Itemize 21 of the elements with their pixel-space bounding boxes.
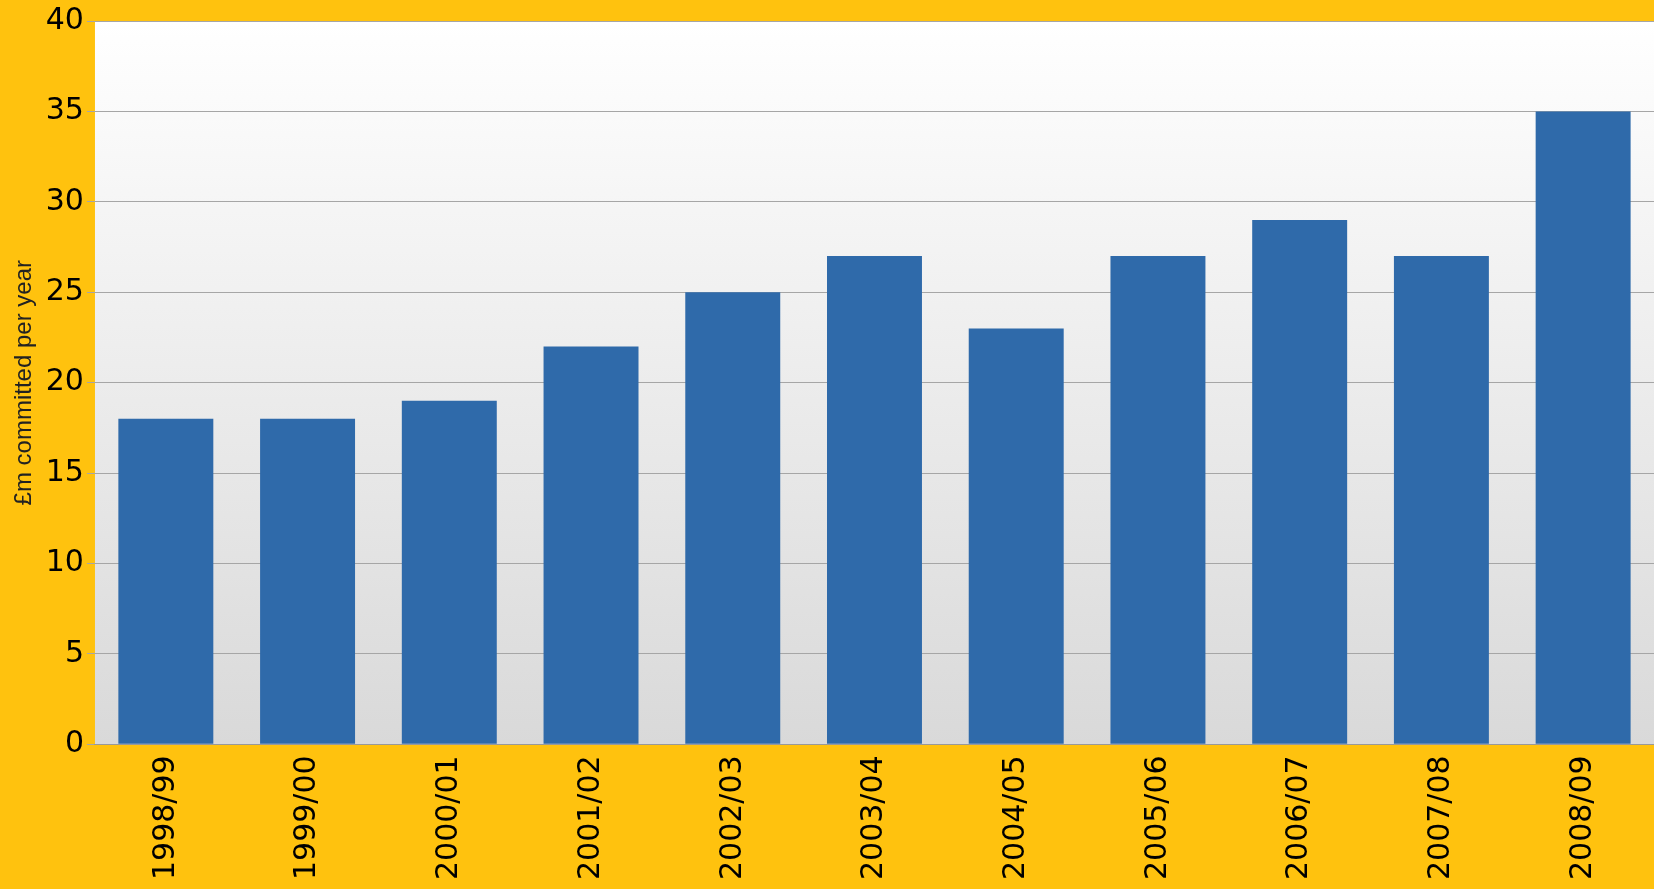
x-tick-label: 1998/99 [145, 755, 181, 881]
x-tick-label: 2005/06 [1137, 755, 1173, 881]
x-tick-label: 2006/07 [1279, 755, 1315, 881]
y-tick-label: 25 [45, 272, 84, 308]
x-tick-label: 2000/01 [429, 755, 465, 881]
y-tick-label: 5 [64, 633, 84, 669]
y-tick-label: 0 [64, 724, 84, 760]
x-tick-label: 2008/09 [1562, 755, 1598, 881]
x-tick-label: 2007/08 [1421, 755, 1457, 881]
x-tick-label: 2001/02 [570, 755, 606, 881]
y-tick-label: 15 [45, 452, 84, 488]
y-axis-title: £m committed per year [9, 259, 37, 506]
x-tick-label: 2002/03 [712, 755, 748, 881]
y-tick-label: 35 [45, 91, 84, 127]
x-tick-label: 1999/00 [287, 755, 323, 881]
x-tick-label: 2003/04 [854, 755, 890, 881]
y-tick-label: 10 [45, 543, 84, 579]
x-tick-label: 2004/05 [996, 755, 1032, 881]
y-tick-label: 20 [45, 362, 84, 398]
y-tick-label: 40 [45, 0, 84, 36]
y-tick-label: 30 [45, 181, 84, 217]
